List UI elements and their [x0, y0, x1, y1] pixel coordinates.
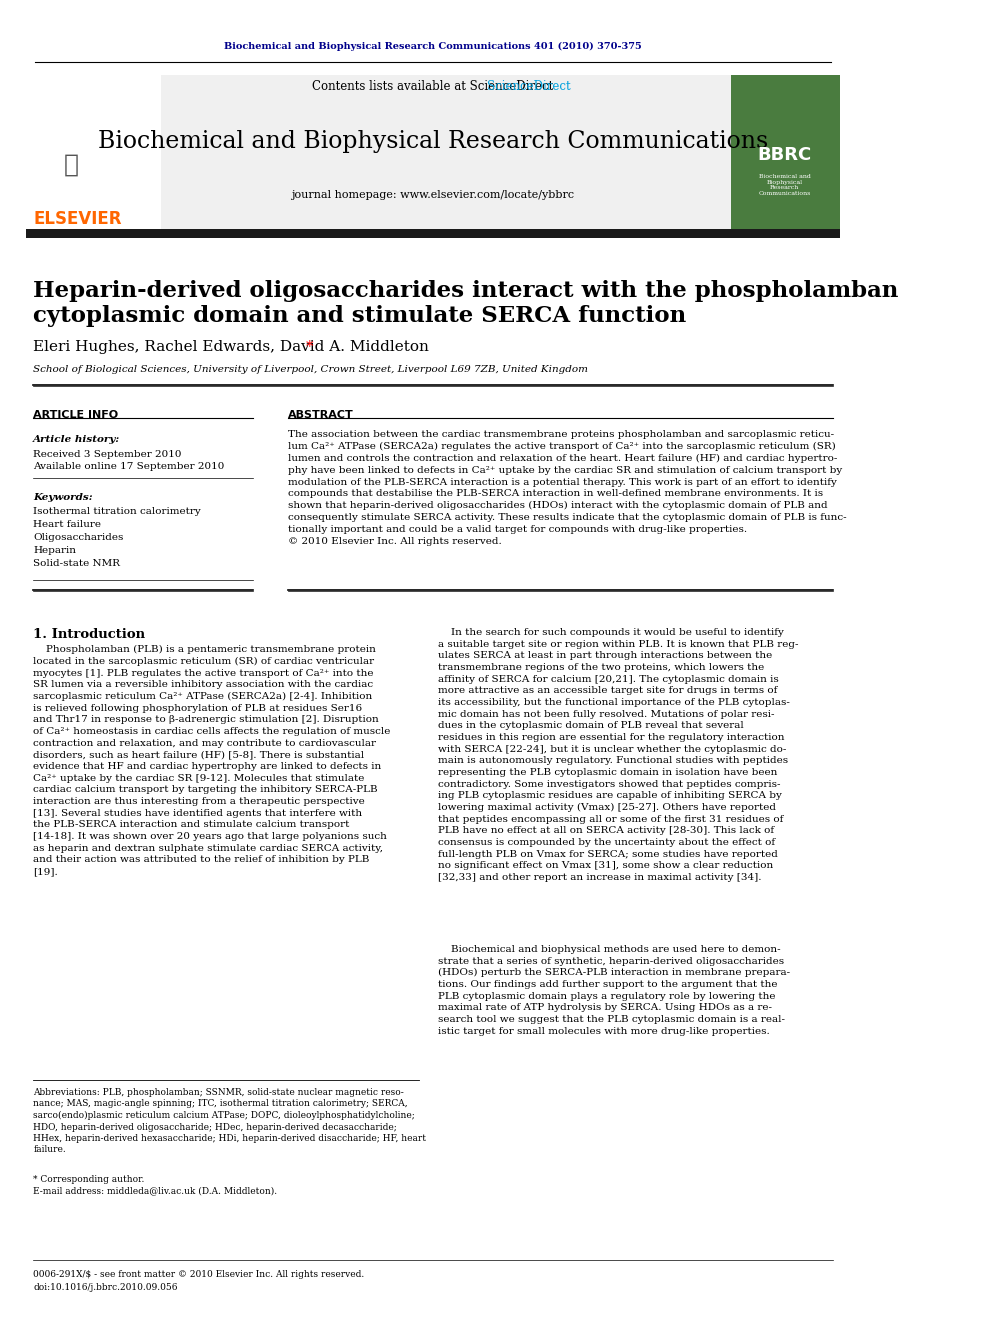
- Text: *: *: [306, 340, 313, 355]
- Text: 0006-291X/$ - see front matter © 2010 Elsevier Inc. All rights reserved.: 0006-291X/$ - see front matter © 2010 El…: [33, 1270, 364, 1279]
- Text: doi:10.1016/j.bbrc.2010.09.056: doi:10.1016/j.bbrc.2010.09.056: [33, 1283, 178, 1293]
- Text: journal homepage: www.elsevier.com/locate/ybbrc: journal homepage: www.elsevier.com/locat…: [292, 191, 574, 200]
- Text: Abbreviations: PLB, phospholamban; SSNMR, solid-state nuclear magnetic reso-
nan: Abbreviations: PLB, phospholamban; SSNMR…: [33, 1088, 427, 1155]
- Text: Heart failure: Heart failure: [33, 520, 101, 529]
- Text: 1. Introduction: 1. Introduction: [33, 628, 145, 642]
- Text: Heparin: Heparin: [33, 546, 76, 556]
- Text: Keywords:: Keywords:: [33, 493, 93, 501]
- Text: Oligosaccharides: Oligosaccharides: [33, 533, 124, 542]
- Text: Phospholamban (PLB) is a pentameric transmembrane protein
located in the sarcopl: Phospholamban (PLB) is a pentameric tran…: [33, 646, 391, 876]
- Text: * Corresponding author.: * Corresponding author.: [33, 1175, 145, 1184]
- Text: cytoplasmic domain and stimulate SERCA function: cytoplasmic domain and stimulate SERCA f…: [33, 306, 686, 327]
- Text: School of Biological Sciences, University of Liverpool, Crown Street, Liverpool : School of Biological Sciences, Universit…: [33, 365, 588, 374]
- Text: E-mail address: middleda@liv.ac.uk (D.A. Middleton).: E-mail address: middleda@liv.ac.uk (D.A.…: [33, 1185, 278, 1195]
- FancyBboxPatch shape: [26, 229, 840, 238]
- Text: Heparin-derived oligosaccharides interact with the phospholamban: Heparin-derived oligosaccharides interac…: [33, 280, 899, 302]
- Text: Eleri Hughes, Rachel Edwards, David A. Middleton: Eleri Hughes, Rachel Edwards, David A. M…: [33, 340, 430, 355]
- Text: Isothermal titration calorimetry: Isothermal titration calorimetry: [33, 507, 201, 516]
- Text: Available online 17 September 2010: Available online 17 September 2010: [33, 462, 224, 471]
- Text: Received 3 September 2010: Received 3 September 2010: [33, 450, 182, 459]
- Text: Solid-state NMR: Solid-state NMR: [33, 560, 120, 568]
- Text: ELSEVIER: ELSEVIER: [33, 210, 122, 228]
- FancyBboxPatch shape: [26, 75, 840, 230]
- Text: ARTICLE INFO: ARTICLE INFO: [33, 410, 118, 419]
- Text: Article history:: Article history:: [33, 435, 120, 445]
- Text: ABSTRACT: ABSTRACT: [288, 410, 354, 419]
- Text: 🌳: 🌳: [64, 153, 79, 177]
- Text: Biochemical and Biophysical Research Communications 401 (2010) 370-375: Biochemical and Biophysical Research Com…: [224, 42, 642, 52]
- Text: BBRC: BBRC: [758, 146, 811, 164]
- Text: In the search for such compounds it would be useful to identify
a suitable targe: In the search for such compounds it woul…: [438, 628, 799, 882]
- Text: Biochemical and
Biophysical
Research
Communications: Biochemical and Biophysical Research Com…: [759, 173, 811, 196]
- Text: Biochemical and Biophysical Research Communications: Biochemical and Biophysical Research Com…: [98, 130, 768, 153]
- Text: Biochemical and biophysical methods are used here to demon-
strate that a series: Biochemical and biophysical methods are …: [438, 945, 791, 1036]
- Text: ScienceDirect: ScienceDirect: [487, 79, 570, 93]
- Text: The association between the cardiac transmembrane proteins phospholamban and sar: The association between the cardiac tran…: [288, 430, 847, 545]
- FancyBboxPatch shape: [731, 75, 840, 230]
- Text: Contents lists available at ScienceDirect: Contents lists available at ScienceDirec…: [312, 79, 554, 93]
- FancyBboxPatch shape: [26, 75, 162, 230]
